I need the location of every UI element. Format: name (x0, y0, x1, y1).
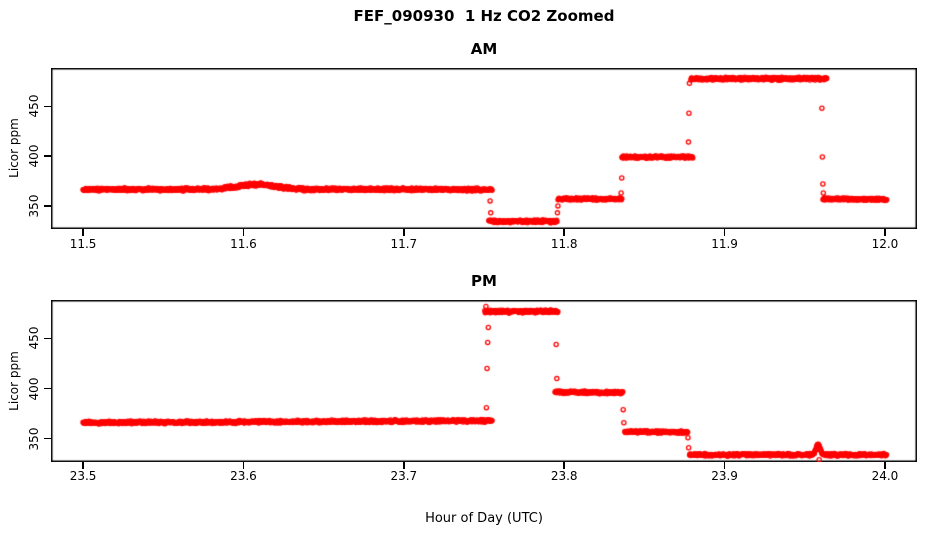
am-y-tick (44, 105, 51, 107)
pm-x-tick-label: 23.6 (230, 469, 257, 483)
x-axis-label: Hour of Day (UTC) (425, 511, 543, 526)
am-panel-title: AM (470, 40, 498, 58)
am-x-tick (242, 229, 245, 236)
pm-plot-canvas (51, 300, 917, 462)
pm-x-tick (884, 462, 886, 469)
pm-x-tick (563, 462, 565, 469)
pm-x-tick (403, 462, 405, 469)
pm-y-tick (44, 437, 51, 440)
pm-y-tick-label: 350 (27, 427, 41, 451)
am-y-axis-label: Licor ppm (7, 118, 21, 178)
am-x-tick (884, 229, 886, 236)
am-x-tick-label: 11.6 (230, 237, 257, 251)
am-x-tick-label: 12.0 (871, 237, 899, 251)
pm-x-tick-label: 23.7 (390, 469, 418, 483)
pm-y-tick (44, 337, 51, 340)
am-y-tick (44, 205, 51, 207)
pm-x-tick (723, 462, 726, 469)
pm-x-tick-label: 23.8 (550, 469, 578, 483)
am-y-tick-label: 450 (27, 94, 41, 118)
am-y-tick-label: 350 (27, 194, 41, 218)
pm-x-tick-label: 23.9 (711, 469, 738, 483)
am-x-tick (403, 229, 405, 236)
figure-title: FEF_090930 1 Hz CO2 Zoomed (353, 7, 615, 25)
am-x-tick (82, 229, 84, 236)
am-y-tick (44, 155, 51, 157)
pm-x-tick-label: 23.5 (69, 469, 97, 483)
am-x-tick (723, 229, 726, 236)
pm-y-tick-label: 450 (27, 327, 41, 350)
am-x-tick (563, 229, 565, 236)
am-plot-canvas (51, 68, 917, 229)
pm-x-tick (242, 462, 245, 469)
pm-panel-title: PM (471, 272, 497, 290)
pm-x-tick-label: 24.0 (871, 469, 899, 483)
am-x-tick-label: 11.7 (390, 237, 418, 251)
am-x-tick-label: 11.9 (711, 237, 738, 251)
pm-y-axis-label: Licor ppm (7, 351, 21, 411)
pm-y-tick (44, 387, 51, 390)
pm-x-tick (82, 462, 84, 469)
am-x-tick-label: 11.5 (69, 237, 97, 251)
am-x-tick-label: 11.8 (550, 237, 578, 251)
pm-y-tick-label: 400 (27, 377, 41, 401)
am-y-tick-label: 400 (27, 144, 41, 168)
